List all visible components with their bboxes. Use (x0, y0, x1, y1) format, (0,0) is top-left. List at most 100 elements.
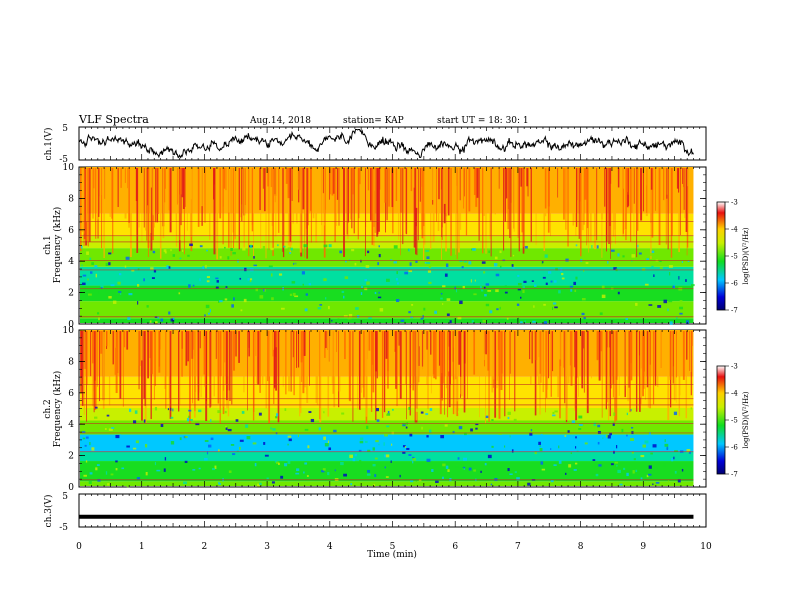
spectrogram-speckle (410, 480, 414, 483)
spectrogram-speckle (481, 289, 484, 292)
spectrogram-streak (91, 331, 94, 407)
spectrogram-streak (126, 331, 129, 350)
spectrogram-speckle (607, 435, 611, 439)
spectrogram-speckle (681, 260, 683, 263)
spectrogram-speckle (664, 443, 669, 447)
spectrogram-streak (181, 331, 183, 377)
spectrogram-speckle (198, 255, 203, 258)
spectrogram-speckle (472, 248, 476, 251)
spectrogram-streak (544, 168, 547, 209)
spectrogram-streak (162, 331, 164, 365)
ch1-colorbar: -3 -4 -5 -6 -7 log(PSD)(V²/Hz) (716, 199, 750, 315)
spectrogram-speckle (211, 468, 216, 471)
spectrogram-streak (259, 331, 261, 393)
spectrogram-speckle (154, 321, 158, 324)
spectrogram-streak (231, 331, 233, 405)
spectrogram-speckle (205, 304, 210, 309)
spectrogram-streak (552, 331, 554, 372)
spectrogram-speckle (573, 469, 577, 471)
spectrogram-streak (402, 168, 404, 245)
spectrogram-speckle (217, 463, 221, 466)
spectrogram-streak (640, 168, 643, 221)
spectrogram-speckle (104, 287, 107, 292)
spectrogram-streak (578, 331, 579, 397)
spectrogram-speckle (355, 307, 359, 310)
spectrogram-streak (282, 168, 284, 252)
spectrogram-speckle (170, 249, 172, 252)
spectrogram-speckle (343, 262, 346, 266)
spectrogram-speckle (442, 463, 446, 467)
spectrogram-streak (399, 331, 402, 400)
spectrogram-streak (564, 331, 566, 404)
spectrogram-streak (334, 168, 336, 243)
spectrogram-streak (122, 331, 124, 407)
spectrogram-streak (665, 168, 667, 245)
spectrogram-speckle (372, 447, 375, 451)
spectrogram-speckle (423, 307, 426, 311)
spectrogram-streak (147, 168, 149, 206)
spectrogram-streak (485, 331, 486, 424)
spectrogram-streak (108, 331, 111, 406)
spectrogram-streak (92, 168, 94, 219)
spectrogram-streak (299, 331, 302, 414)
spectrogram-speckle (690, 407, 692, 410)
spectrogram-speckle (323, 244, 328, 248)
spectrogram-streak (143, 168, 145, 228)
spectrogram-speckle (95, 467, 98, 471)
spectrogram-streak (155, 168, 156, 223)
spectrogram-speckle (91, 262, 95, 265)
spectrogram-speckle (681, 468, 684, 472)
spectrogram-streak (112, 331, 114, 365)
spectrogram-streak (310, 168, 312, 243)
spectrogram-streak (235, 331, 237, 357)
spectrogram-streak (261, 331, 264, 385)
spectrogram-speckle (239, 446, 241, 450)
spectrogram-speckle (397, 282, 399, 285)
spectrogram-streak (442, 331, 444, 384)
spectrogram-streak (180, 168, 182, 226)
spectrogram-speckle (302, 283, 305, 286)
spectrogram-speckle (686, 449, 691, 453)
spectrogram-streak (347, 168, 349, 240)
spectrogram-speckle (640, 477, 643, 481)
spectrogram-speckle (442, 303, 444, 305)
spectrogram-streak (460, 331, 463, 397)
spectrogram-streak (447, 331, 450, 372)
spectrogram-speckle (440, 297, 443, 300)
spectrogram-streak (103, 168, 105, 259)
spectrogram-speckle (685, 279, 687, 282)
spectrogram-streak (273, 331, 274, 350)
spectrogram-streak (579, 168, 581, 202)
figure-date: Aug.14, 2018 (249, 116, 311, 126)
spectrogram-speckle (180, 459, 184, 462)
spectrogram-streak (111, 168, 113, 219)
spectrogram-speckle (359, 437, 364, 441)
spectrogram-speckle (638, 252, 642, 255)
spectrogram-streak (628, 331, 630, 388)
spectrogram-streak (268, 331, 271, 423)
spectrogram-streak (132, 168, 135, 186)
freq-tick-label: 0 (68, 483, 74, 493)
spectrogram-speckle (360, 292, 363, 295)
spectrogram-streak (686, 331, 688, 360)
spectrogram-streak (443, 168, 446, 204)
spectrogram-speckle (428, 281, 432, 285)
spectrogram-speckle (504, 445, 506, 448)
spectrogram-speckle (671, 457, 674, 462)
spectrogram-streak (689, 331, 691, 371)
spectrogram-speckle (327, 471, 330, 476)
spectrogram-speckle (626, 472, 629, 477)
spectrogram-speckle (95, 406, 98, 409)
spectrogram-speckle (571, 420, 576, 424)
spectrogram-streak (200, 168, 203, 207)
spectrogram-streak (687, 331, 689, 361)
spectrogram-speckle (444, 424, 448, 427)
spectrogram-speckle (233, 297, 235, 301)
spectrogram-streak (119, 168, 121, 195)
spectrogram-streak (608, 168, 611, 227)
spectrogram-speckle (323, 436, 326, 440)
spectrogram-speckle (678, 276, 680, 280)
spectrogram-speckle (202, 266, 205, 270)
spectrogram-speckle (137, 301, 139, 305)
spectrogram-speckle (108, 296, 112, 299)
